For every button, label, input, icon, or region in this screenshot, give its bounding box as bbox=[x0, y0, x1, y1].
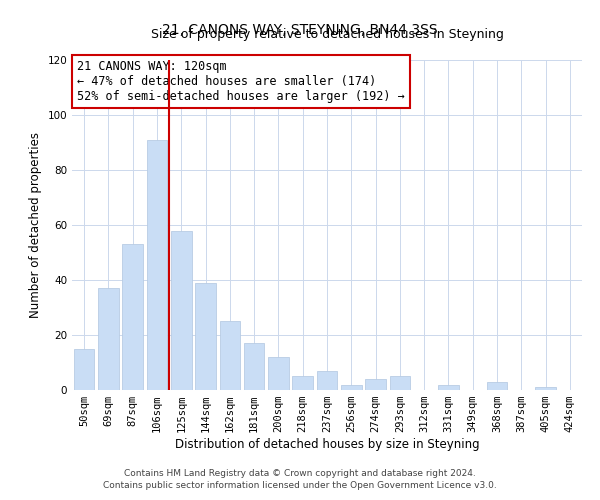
Bar bbox=[244, 343, 265, 390]
Bar bbox=[317, 371, 337, 390]
Bar bbox=[292, 376, 313, 390]
Y-axis label: Number of detached properties: Number of detached properties bbox=[29, 132, 42, 318]
Bar bbox=[535, 387, 556, 390]
Bar bbox=[146, 140, 167, 390]
Bar bbox=[171, 230, 191, 390]
Text: 21 CANONS WAY: 120sqm
← 47% of detached houses are smaller (174)
52% of semi-det: 21 CANONS WAY: 120sqm ← 47% of detached … bbox=[77, 60, 405, 103]
Bar bbox=[487, 382, 508, 390]
Text: 21, CANONS WAY, STEYNING, BN44 3SS: 21, CANONS WAY, STEYNING, BN44 3SS bbox=[162, 22, 438, 36]
Bar bbox=[74, 349, 94, 390]
Bar bbox=[341, 384, 362, 390]
Bar bbox=[122, 244, 143, 390]
Bar bbox=[195, 283, 216, 390]
Bar bbox=[220, 322, 240, 390]
Bar bbox=[268, 357, 289, 390]
Bar bbox=[365, 379, 386, 390]
Bar bbox=[389, 376, 410, 390]
Title: Size of property relative to detached houses in Steyning: Size of property relative to detached ho… bbox=[151, 28, 503, 41]
Bar bbox=[438, 384, 459, 390]
Text: Contains HM Land Registry data © Crown copyright and database right 2024.
Contai: Contains HM Land Registry data © Crown c… bbox=[103, 468, 497, 490]
X-axis label: Distribution of detached houses by size in Steyning: Distribution of detached houses by size … bbox=[175, 438, 479, 451]
Bar bbox=[98, 288, 119, 390]
